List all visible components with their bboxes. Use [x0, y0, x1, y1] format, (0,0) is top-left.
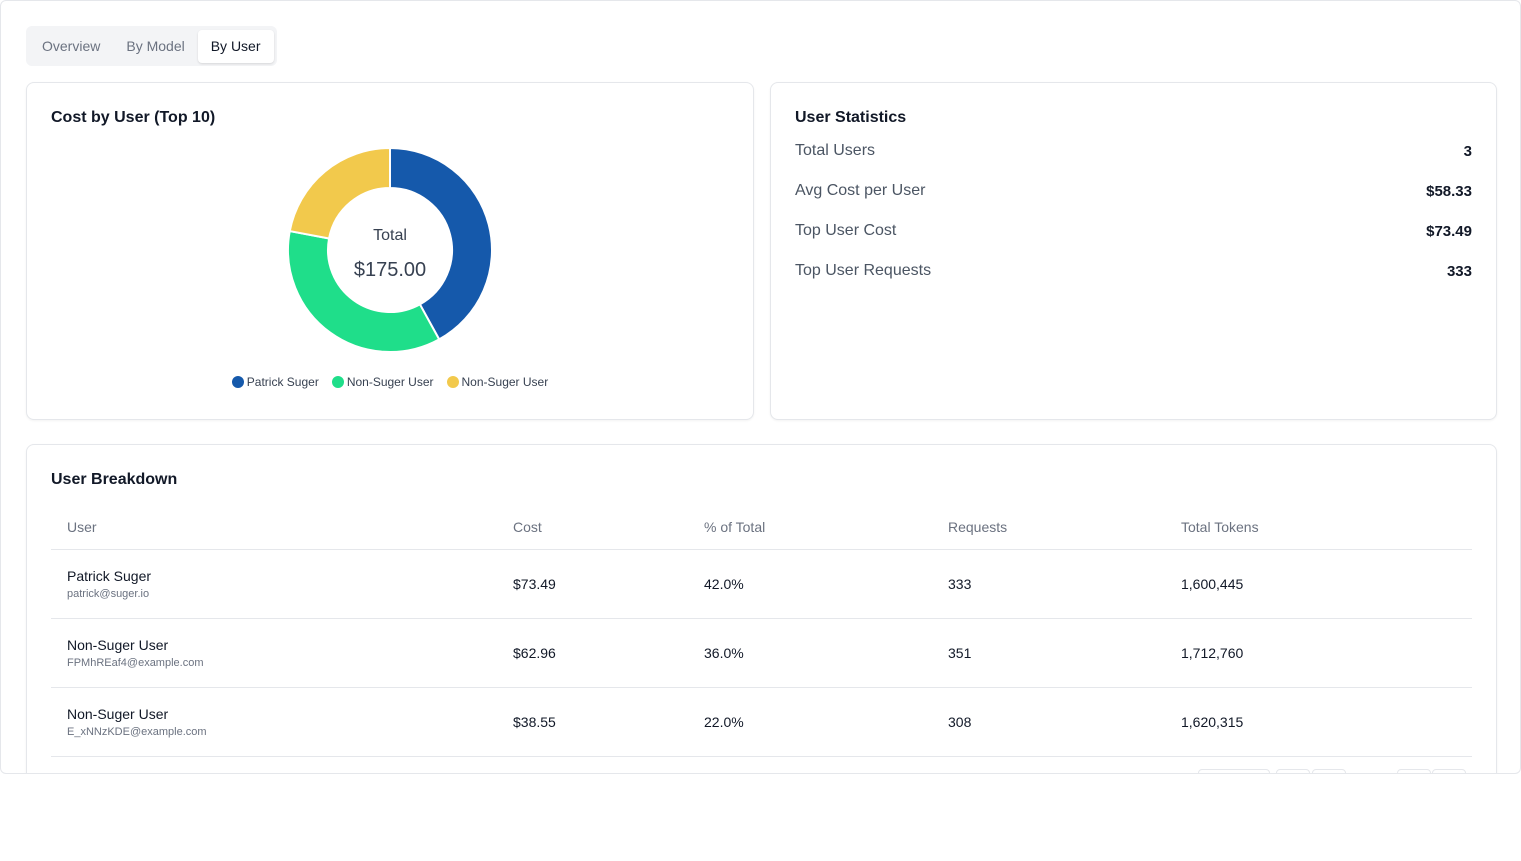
last-page-button[interactable]: [1432, 769, 1466, 773]
table-row[interactable]: Non-Suger User FPMhREaf4@example.com $62…: [51, 619, 1472, 688]
user-breakdown-title: User Breakdown: [51, 471, 178, 488]
legend-label: Patrick Suger: [246, 375, 319, 389]
first-page-button[interactable]: [1276, 769, 1310, 773]
next-page-button[interactable]: [1397, 769, 1431, 773]
donut-legend: Patrick Suger Non-Suger User Non-Suger Use…: [27, 375, 753, 389]
user-breakdown-card: User Breakdown User Cost % of Total Requ…: [26, 444, 1497, 773]
donut-center-label: Total: [373, 227, 407, 244]
requests-cell: 351: [948, 645, 972, 661]
cost-by-user-title: Cost by User (Top 10): [51, 109, 216, 126]
stat-row-top-user-cost: Top User Cost $73.49: [795, 221, 1472, 241]
stat-label: Avg Cost per User: [795, 182, 926, 199]
percent-cell: 36.0%: [704, 645, 744, 661]
prev-page-button[interactable]: [1312, 769, 1346, 773]
stat-value: $73.49: [1426, 222, 1472, 240]
cost-cell: $38.55: [513, 714, 556, 730]
column-header-requests[interactable]: Requests: [948, 519, 1008, 535]
donut-slice[interactable]: [288, 146, 391, 240]
cost-donut-chart: Total $175.00: [287, 146, 493, 353]
legend-swatch: [331, 376, 344, 388]
legend-swatch: [446, 376, 459, 388]
table-row[interactable]: Patrick Suger patrick@suger.io $73.49 42…: [51, 550, 1472, 619]
column-header-percent[interactable]: % of Total: [704, 519, 766, 535]
table-row[interactable]: Non-Suger User E_xNNzKDE@example.com $38…: [51, 688, 1472, 757]
tab-by-user[interactable]: By User: [197, 29, 274, 63]
user-cell: Non-Suger User E_xNNzKDE@example.com: [51, 706, 513, 738]
donut-slice[interactable]: [287, 229, 441, 353]
user-breakdown-table: User Cost % of Total Requests Total Toke…: [51, 505, 1472, 757]
stat-row-total-users: Total Users 3: [795, 141, 1472, 161]
requests-cell: 333: [948, 576, 972, 592]
dashboard-frame: Overview By Model By User Cost by User (…: [0, 0, 1521, 774]
stat-row-avg-cost: Avg Cost per User $58.33: [795, 181, 1472, 201]
cost-cell: $73.49: [513, 576, 556, 592]
user-cell: Non-Suger User FPMhREaf4@example.com: [51, 637, 513, 669]
user-name: Patrick Suger: [67, 568, 152, 584]
user-statistics-card: User Statistics Total Users 3 Avg Cost p…: [770, 82, 1497, 420]
table-header: User Cost % of Total Requests Total Toke…: [51, 505, 1472, 550]
user-name: Non-Suger User: [67, 637, 169, 653]
legend-swatch: [231, 376, 244, 388]
legend-item[interactable]: Patrick Suger: [231, 375, 319, 389]
column-header-user[interactable]: User: [67, 519, 97, 535]
legend-item[interactable]: Non-Suger User: [331, 375, 434, 389]
requests-cell: 308: [948, 714, 972, 730]
tokens-cell: 1,712,760: [1181, 645, 1244, 661]
percent-cell: 22.0%: [704, 714, 744, 730]
percent-cell: 42.0%: [704, 576, 744, 592]
legend-item[interactable]: Non-Suger User: [446, 375, 549, 389]
stat-label: Top User Requests: [795, 262, 932, 279]
user-email: patrick@suger.io: [67, 588, 150, 600]
stat-label: Total Users: [795, 142, 876, 159]
view-tabs: Overview By Model By User: [26, 26, 277, 66]
legend-label: Non-Suger User: [346, 375, 434, 389]
tokens-cell: 1,600,445: [1181, 576, 1244, 592]
stat-value: $58.33: [1426, 182, 1472, 200]
column-header-tokens[interactable]: Total Tokens: [1181, 519, 1259, 535]
stat-value: 3: [1463, 142, 1472, 160]
page-size-select[interactable]: [1198, 769, 1270, 773]
cost-cell: $62.96: [513, 645, 556, 661]
user-cell: Patrick Suger patrick@suger.io: [51, 568, 513, 600]
legend-label: Non-Suger User: [461, 375, 549, 389]
user-email: E_xNNzKDE@example.com: [67, 726, 207, 738]
stat-label: Top User Cost: [795, 222, 897, 239]
stat-value: 333: [1446, 262, 1472, 280]
tab-overview[interactable]: Overview: [42, 37, 101, 54]
stat-row-top-user-requests: Top User Requests 333: [795, 261, 1472, 281]
column-header-cost[interactable]: Cost: [513, 519, 542, 535]
user-name: Non-Suger User: [67, 706, 169, 722]
donut-center-value: $175.00: [354, 259, 426, 281]
cost-by-user-card: Cost by User (Top 10) Total $175.00 Patr…: [26, 82, 754, 420]
tab-by-model[interactable]: By Model: [126, 37, 185, 54]
user-statistics-title: User Statistics: [795, 109, 907, 126]
user-email: FPMhREaf4@example.com: [67, 657, 204, 669]
donut-slice[interactable]: [389, 146, 493, 341]
tokens-cell: 1,620,315: [1181, 714, 1244, 730]
